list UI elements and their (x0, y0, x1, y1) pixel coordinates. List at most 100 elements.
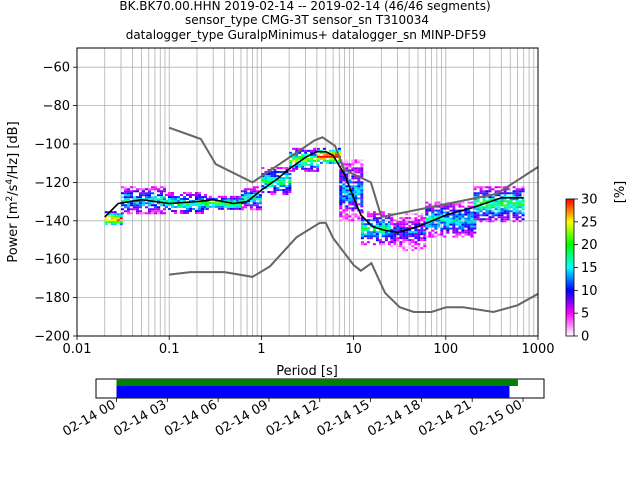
psd-density-cell (328, 159, 332, 162)
psd-density-cell (304, 151, 308, 154)
timeline-tick-label: 02-14 00 (60, 397, 118, 439)
psd-density-cell (194, 202, 198, 204)
psd-density-cell (255, 186, 259, 189)
psd-density-cell (414, 229, 418, 232)
psd-density-cell (473, 223, 477, 226)
psd-density-cell (461, 217, 465, 220)
timeline-tick-label: 02-15 00 (467, 397, 525, 439)
psd-density-cell (405, 239, 409, 242)
psd-density-cell (396, 247, 400, 250)
psd-density-cell (360, 173, 364, 176)
psd-density-cell (252, 208, 256, 211)
psd-density-cell (476, 214, 480, 217)
psd-density-cell (270, 167, 274, 170)
psd-density-cell (342, 179, 346, 182)
psd-density-cell (203, 194, 207, 196)
psd-density-cell (132, 196, 136, 199)
psd-density-cell (220, 195, 224, 198)
psd-density-cell (500, 212, 504, 215)
psd-density-cell (120, 196, 124, 199)
psd-density-cell (423, 231, 427, 234)
psd-density-cell (500, 216, 504, 219)
psd-density-cell (470, 201, 474, 204)
psd-density-cell (179, 198, 183, 200)
psd-density-cell (402, 221, 406, 224)
psd-density-cell (420, 227, 424, 230)
psd-density-cell (289, 161, 293, 164)
psd-density-cell (288, 189, 292, 192)
psd-density-cell (473, 192, 477, 195)
psd-density-cell (144, 196, 148, 199)
psd-density-cell (396, 223, 400, 226)
timeline-psd-bar (116, 386, 510, 398)
psd-density-cell (132, 198, 136, 201)
psd-density-cell (488, 186, 492, 189)
psd-density-cell (494, 186, 498, 189)
psd-density-cell (390, 241, 394, 244)
psd-density-cell (509, 202, 513, 205)
psd-density-cell (402, 225, 406, 228)
psd-density-cell (351, 177, 355, 180)
psd-density-cell (252, 200, 256, 203)
psd-density-cell (434, 215, 438, 218)
psd-density-cell (381, 241, 385, 244)
psd-density-cell (431, 233, 435, 236)
psd-density-cell (452, 229, 456, 232)
psd-density-cell (402, 233, 406, 236)
psd-density-cell (390, 219, 394, 222)
psd-density-cell (408, 243, 412, 246)
psd-density-cell (331, 157, 335, 160)
psd-density-cell (360, 185, 364, 188)
psd-density-cell (446, 229, 450, 232)
psd-density-cell (316, 169, 320, 172)
psd-density-cell (482, 214, 486, 217)
psd-density-cell (150, 198, 154, 201)
psd-density-cell (491, 220, 495, 223)
psd-density-cell (494, 202, 498, 205)
psd-density-cell (518, 194, 522, 197)
timeline-tick-label: 02-14 09 (213, 397, 271, 439)
psd-density-cell (381, 235, 385, 238)
psd-density-cell (434, 213, 438, 216)
psd-density-cell (135, 198, 139, 201)
psd-density-cell (351, 175, 355, 178)
psd-density-cell (455, 209, 459, 212)
psd-density-cell (270, 173, 274, 176)
psd-density-cell (467, 223, 471, 226)
psd-density-cell (473, 227, 477, 230)
psd-density-cell (354, 159, 358, 162)
psd-density-cell (461, 223, 465, 226)
psd-density-cell (110, 223, 114, 226)
psd-density-cell (304, 153, 308, 156)
psd-density-cell (279, 185, 283, 188)
psd-density-cell (328, 151, 332, 154)
psd-density-cell (390, 239, 394, 242)
psd-density-cell (113, 215, 117, 218)
x-tick-label: 0.01 (63, 342, 92, 357)
psd-density-cell (342, 191, 346, 194)
psd-density-cell (238, 205, 242, 208)
psd-density-cell (167, 196, 171, 198)
psd-density-cell (167, 192, 171, 194)
psd-density-cell (322, 153, 326, 156)
colorbar-tick-label: 0 (581, 330, 589, 345)
psd-density-cell (476, 200, 480, 203)
psd-density-cell (313, 165, 317, 168)
psd-density-cell (126, 188, 130, 191)
psd-density-cell (414, 247, 418, 250)
psd-density-cell (488, 210, 492, 213)
psd-density-cell (425, 227, 429, 230)
psd-density-cell (440, 221, 444, 224)
psd-density-cell (351, 187, 355, 190)
psd-density-cell (423, 239, 427, 242)
psd-density-cell (345, 213, 349, 216)
psd-density-cell (351, 191, 355, 194)
psd-density-cell (360, 237, 364, 240)
psd-density-cell (470, 235, 474, 238)
psd-density-cell (390, 223, 394, 226)
psd-density-cell (476, 216, 480, 219)
psd-density-cell (298, 155, 302, 158)
psd-density-cell (449, 213, 453, 216)
x-axis-label: Period [s] (276, 364, 338, 379)
